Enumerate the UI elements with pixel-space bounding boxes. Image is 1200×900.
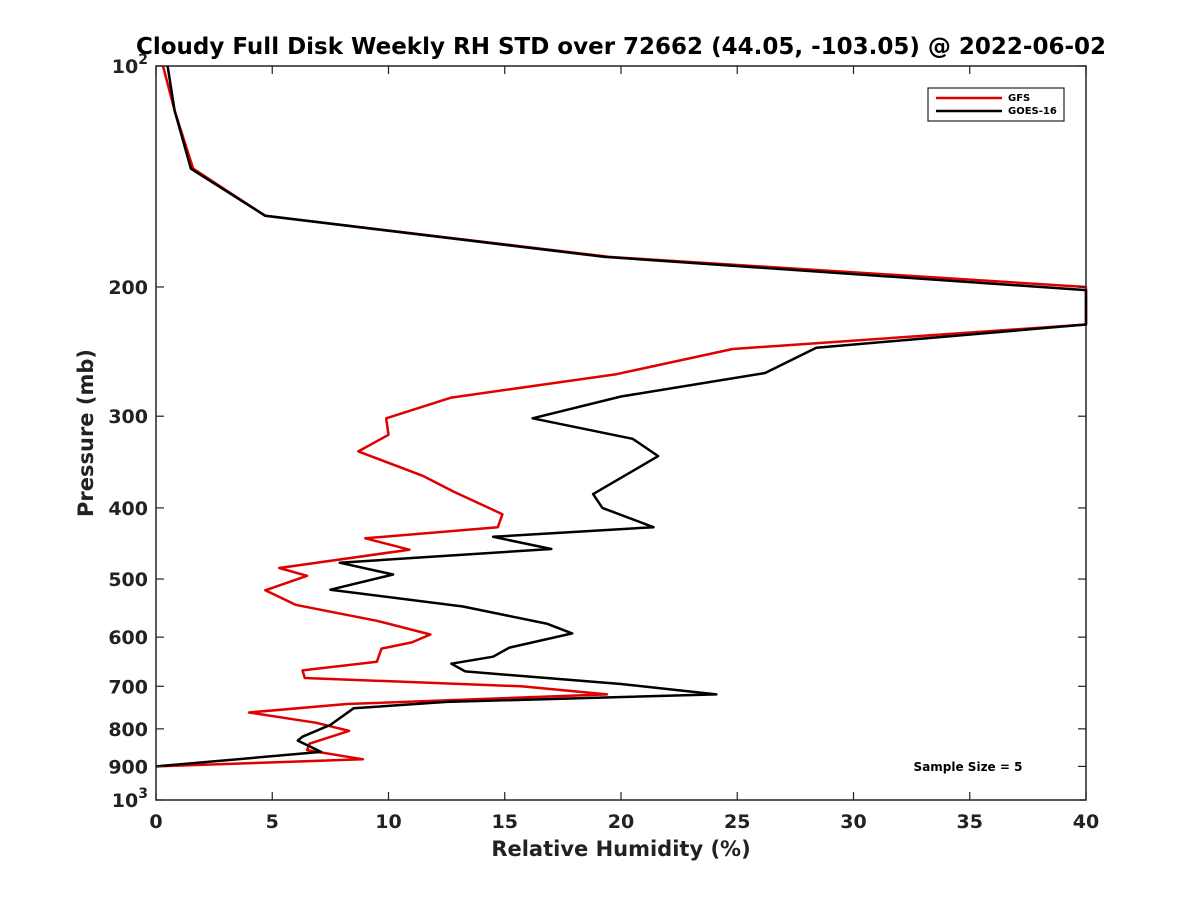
y-tick-label: 300 bbox=[108, 406, 148, 428]
y-tick-label: 500 bbox=[108, 569, 148, 591]
legend-entry-gfs: GFS bbox=[1008, 93, 1030, 104]
y-tick-label: 800 bbox=[108, 719, 148, 741]
legend-entry-goes16: GOES-16 bbox=[1008, 106, 1057, 117]
sample-size-annotation: Sample Size = 5 bbox=[914, 760, 1023, 774]
plot-frame bbox=[155, 65, 1087, 801]
series-line-gfs bbox=[155, 65, 1088, 768]
x-tick-label: 0 bbox=[149, 811, 162, 833]
x-tick-label: 10 bbox=[375, 811, 401, 833]
x-tick-label: 35 bbox=[957, 811, 983, 833]
x-tick-label: 25 bbox=[724, 811, 750, 833]
plot-area: 0 5 10 15 20 25 30 35 40 102 200 300 400 500 600 700 80… bbox=[108, 52, 1099, 833]
x-tick-label: 15 bbox=[492, 811, 518, 833]
legend: GFS GOES-16 bbox=[927, 87, 1065, 122]
y-tick-label: 103 bbox=[112, 786, 148, 812]
legend-box bbox=[927, 87, 1065, 122]
y-tick-label: 102 bbox=[112, 52, 148, 78]
chart-title: Cloudy Full Disk Weekly RH STD over 7266… bbox=[136, 34, 1106, 60]
x-axis: 0 5 10 15 20 25 30 35 40 bbox=[149, 66, 1099, 833]
y-tick-label: 600 bbox=[108, 627, 148, 649]
x-axis-label: Relative Humidity (%) bbox=[491, 837, 750, 861]
y-tick-label: 400 bbox=[108, 498, 148, 520]
y-tick-label: 200 bbox=[108, 277, 148, 299]
x-tick-label: 5 bbox=[266, 811, 279, 833]
y-tick-label: 700 bbox=[108, 676, 148, 698]
y-axis: 102 200 300 400 500 600 700 800 900 103 bbox=[108, 52, 1086, 812]
x-tick-label: 30 bbox=[840, 811, 866, 833]
x-tick-label: 20 bbox=[608, 811, 634, 833]
x-tick-label: 40 bbox=[1073, 811, 1099, 833]
y-tick-label: 900 bbox=[108, 756, 148, 778]
series-layer bbox=[155, 65, 1088, 768]
y-axis-label: Pressure (mb) bbox=[74, 349, 98, 517]
series-line-goes16 bbox=[155, 65, 1088, 768]
